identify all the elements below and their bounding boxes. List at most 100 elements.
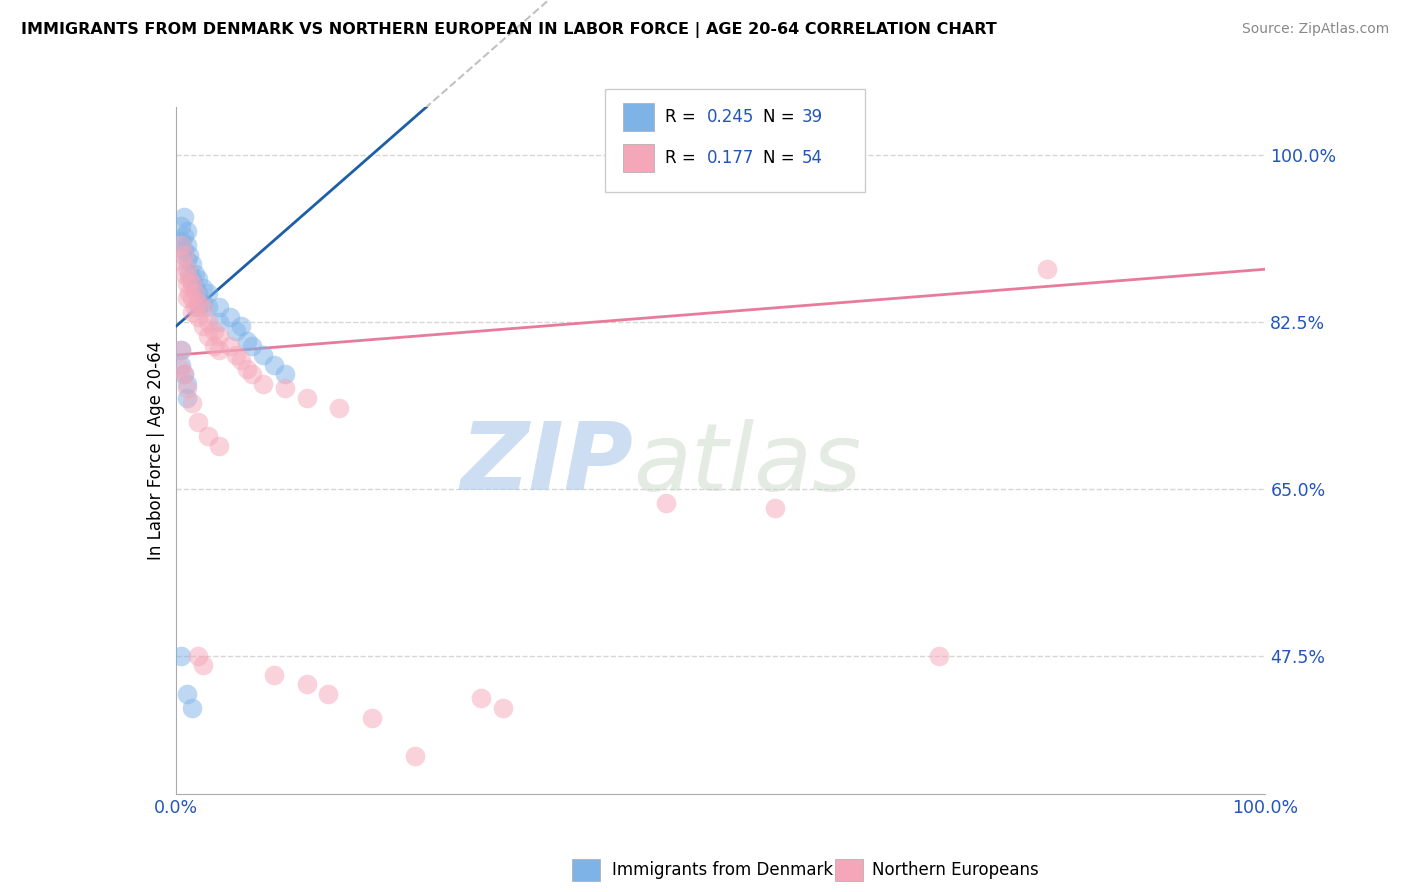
Point	[263, 358, 285, 372]
Point	[252, 376, 274, 391]
Point	[191, 295, 214, 310]
Point	[186, 286, 209, 301]
Point	[318, 687, 340, 701]
Text: 54: 54	[801, 149, 823, 167]
Point	[170, 362, 193, 376]
Point	[197, 329, 219, 343]
Point	[177, 267, 200, 281]
Point	[295, 391, 318, 405]
Point	[177, 286, 200, 301]
Text: N =: N =	[763, 149, 800, 167]
Text: Source: ZipAtlas.com: Source: ZipAtlas.com	[1241, 22, 1389, 37]
Point	[202, 324, 225, 338]
Text: 39: 39	[801, 108, 823, 126]
Point	[235, 334, 257, 348]
Point	[173, 267, 195, 281]
Point	[186, 271, 209, 285]
Point	[186, 310, 209, 324]
Point	[328, 401, 350, 415]
Point	[928, 648, 950, 663]
Point	[181, 291, 204, 305]
Point	[186, 648, 209, 663]
Point	[263, 667, 285, 681]
Point	[176, 238, 198, 252]
Point	[173, 248, 195, 262]
Point	[208, 315, 231, 329]
Point	[181, 257, 204, 271]
Point	[186, 295, 209, 310]
Text: Northern Europeans: Northern Europeans	[872, 861, 1039, 879]
Point	[181, 271, 204, 285]
Point	[197, 286, 219, 301]
Point	[1036, 262, 1059, 277]
Point	[295, 677, 318, 691]
Point	[191, 301, 214, 315]
Point	[208, 343, 231, 358]
Point	[181, 701, 204, 715]
Point	[170, 343, 193, 358]
Point	[225, 348, 247, 362]
Text: R =: R =	[665, 108, 702, 126]
Point	[170, 252, 193, 267]
Point	[240, 367, 263, 381]
Point	[197, 315, 219, 329]
Point	[181, 305, 204, 319]
Point	[470, 691, 492, 706]
Point	[170, 219, 193, 234]
Point	[186, 301, 209, 315]
Point	[173, 367, 195, 381]
Point	[208, 301, 231, 315]
Text: ZIP: ZIP	[461, 418, 633, 510]
Y-axis label: In Labor Force | Age 20-64: In Labor Force | Age 20-64	[146, 341, 165, 560]
Point	[235, 362, 257, 376]
Point	[173, 210, 195, 224]
Text: IMMIGRANTS FROM DENMARK VS NORTHERN EUROPEAN IN LABOR FORCE | AGE 20-64 CORRELAT: IMMIGRANTS FROM DENMARK VS NORTHERN EURO…	[21, 22, 997, 38]
Point	[231, 319, 253, 334]
Point	[202, 338, 225, 352]
Point	[176, 391, 198, 405]
Point	[191, 281, 214, 295]
Point	[405, 748, 427, 763]
Point	[231, 352, 253, 367]
Point	[655, 496, 678, 510]
Point	[360, 710, 382, 724]
Point	[177, 248, 200, 262]
Point	[176, 291, 198, 305]
Point	[184, 267, 207, 281]
Text: R =: R =	[665, 149, 706, 167]
Point	[274, 367, 297, 381]
Point	[763, 500, 786, 515]
Point	[176, 277, 198, 291]
Point	[219, 310, 242, 324]
Point	[191, 319, 214, 334]
Point	[184, 281, 207, 295]
Point	[170, 238, 193, 252]
Point	[492, 701, 515, 715]
Point	[176, 376, 198, 391]
Point	[208, 329, 231, 343]
Point	[176, 687, 198, 701]
Point	[219, 338, 242, 352]
Text: Immigrants from Denmark: Immigrants from Denmark	[612, 861, 832, 879]
Point	[252, 348, 274, 362]
Point	[176, 252, 198, 267]
Point	[197, 429, 219, 443]
Point	[170, 343, 193, 358]
Point	[184, 301, 207, 315]
Point	[197, 301, 219, 315]
Point	[240, 338, 263, 352]
Point	[176, 262, 198, 277]
Point	[186, 415, 209, 429]
Point	[177, 271, 200, 285]
Point	[173, 243, 195, 257]
Point	[208, 439, 231, 453]
Point	[176, 381, 198, 395]
Point	[170, 234, 193, 248]
Point	[170, 358, 193, 372]
Point	[170, 648, 193, 663]
Point	[173, 228, 195, 243]
Text: N =: N =	[763, 108, 800, 126]
Point	[181, 277, 204, 291]
Text: 0.245: 0.245	[707, 108, 755, 126]
Point	[274, 381, 297, 395]
